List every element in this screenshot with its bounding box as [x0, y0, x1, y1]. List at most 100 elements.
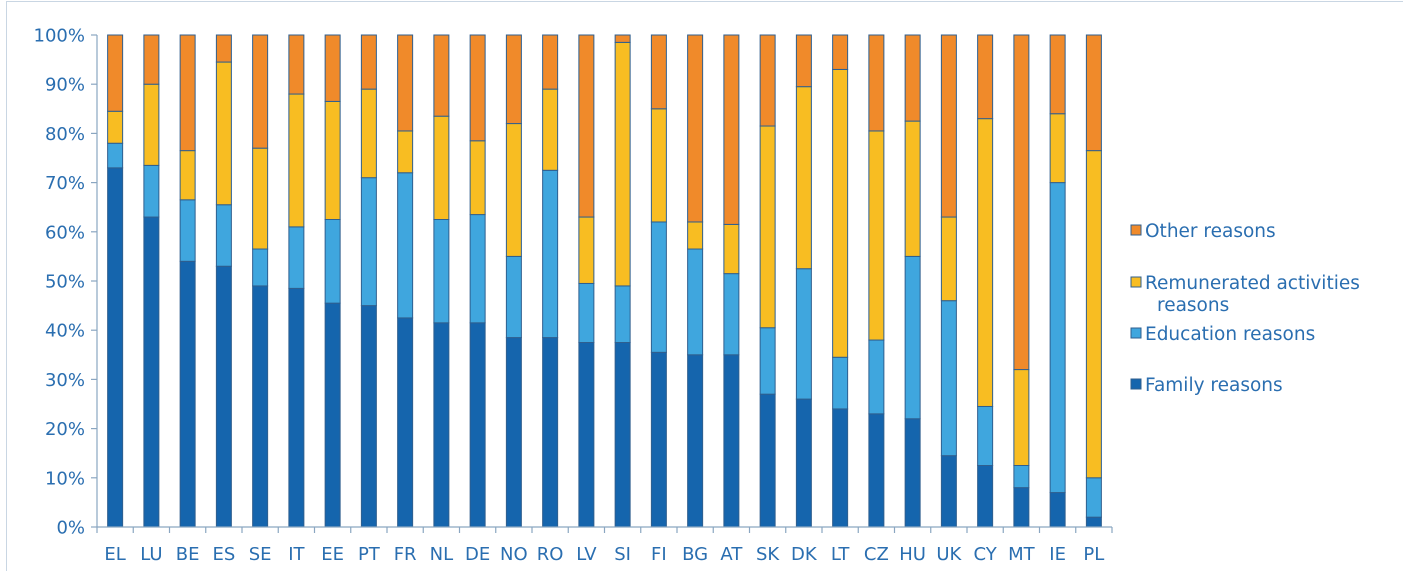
bar-segment-it-s0 [288, 287, 305, 528]
y-tick-label: 20% [45, 419, 85, 440]
y-tick-label: 70% [45, 173, 85, 194]
bar-segment-de-s1 [469, 214, 486, 324]
bar-segment-el-s2 [107, 110, 124, 144]
x-category-label: EL [104, 544, 125, 565]
bar-segment-ie-s3 [1049, 34, 1066, 115]
bar-segment-fr-s2 [397, 130, 414, 174]
bar-segment-bg-s2 [687, 221, 704, 250]
bar-segment-nl-s2 [433, 115, 450, 220]
bar-segment-cz-s0 [868, 413, 885, 528]
bar-segment-el-s1 [107, 142, 124, 169]
bar-segment-fi-s0 [650, 351, 667, 528]
legend-label: Remunerated activities [1145, 273, 1360, 294]
legend-label: reasons [1157, 295, 1229, 316]
bar-segment-uk-s2 [940, 216, 957, 302]
bar-segment-dk-s3 [795, 34, 812, 88]
bar-segment-de-s0 [469, 322, 486, 528]
bar-segment-de-s2 [469, 140, 486, 216]
legend-swatch [1130, 327, 1142, 339]
bar-segment-lt-s2 [832, 68, 849, 358]
y-tick-label: 30% [45, 370, 85, 391]
x-category-label: RO [537, 544, 564, 565]
bar-segment-no-s1 [505, 255, 522, 339]
bar-segment-mt-s0 [1013, 487, 1030, 528]
x-category-label: CY [974, 544, 998, 565]
bar-segment-ie-s0 [1049, 492, 1066, 528]
x-category-label: HU [899, 544, 926, 565]
x-category-label: AT [720, 544, 743, 565]
x-category-label: BE [176, 544, 200, 565]
bar-segment-sk-s2 [759, 125, 776, 329]
bar-segment-no-s0 [505, 337, 522, 528]
bar-segment-be-s1 [179, 199, 196, 262]
x-category-label: LV [576, 544, 597, 565]
bar-segment-pl-s0 [1085, 516, 1102, 528]
bar-segment-ee-s0 [324, 302, 341, 528]
bar-segment-se-s3 [252, 34, 269, 149]
x-category-label: SE [249, 544, 272, 565]
bar-segment-el-s3 [107, 34, 124, 112]
bar-segment-at-s2 [723, 223, 740, 275]
bar-segment-fi-s3 [650, 34, 667, 110]
bar-segment-cz-s1 [868, 339, 885, 415]
bar-segment-hu-s2 [904, 120, 921, 257]
bar-segment-cy-s2 [977, 118, 994, 407]
bar-segment-pt-s2 [360, 88, 377, 179]
bar-segment-at-s3 [723, 34, 740, 225]
legend-swatch [1130, 378, 1142, 390]
legend-label: Family reasons [1145, 375, 1283, 396]
bar-segment-es-s1 [215, 204, 232, 267]
bar-segment-hu-s3 [904, 34, 921, 122]
y-tick-label: 90% [45, 75, 85, 96]
bar-segment-fi-s2 [650, 108, 667, 223]
bar-segment-it-s1 [288, 226, 305, 289]
x-category-label: PL [1083, 544, 1104, 565]
legend-label: Education reasons [1145, 324, 1315, 345]
bar-segment-se-s0 [252, 285, 269, 528]
x-category-label: LT [831, 544, 851, 565]
x-category-label: NL [430, 544, 454, 565]
x-category-label: NO [500, 544, 528, 565]
bar-segment-el-s0 [107, 167, 124, 528]
bar-segment-lu-s3 [143, 34, 160, 85]
bar-segment-ro-s0 [542, 337, 559, 528]
bar-segment-dk-s0 [795, 398, 812, 528]
bar-segment-it-s2 [288, 93, 305, 228]
bar-segment-lv-s2 [578, 216, 595, 284]
legend-swatch [1130, 276, 1142, 288]
y-tick-label: 60% [45, 222, 85, 243]
bar-segment-lt-s1 [832, 356, 849, 410]
bar-segment-ee-s2 [324, 100, 341, 220]
bar-segment-be-s0 [179, 260, 196, 528]
bar-segment-bg-s0 [687, 354, 704, 528]
y-tick-label: 80% [45, 124, 85, 145]
bar-segment-ie-s1 [1049, 182, 1066, 494]
bar-segment-pt-s0 [360, 305, 377, 528]
bar-segment-lv-s3 [578, 34, 595, 218]
x-category-label: SK [756, 544, 780, 565]
x-category-label: ES [212, 544, 235, 565]
bar-segment-fi-s1 [650, 221, 667, 353]
bar-segment-si-s2 [614, 41, 631, 287]
bar-segment-pt-s1 [360, 177, 377, 307]
x-category-label: LU [140, 544, 162, 565]
axes-layer: 0% 10% 20% 30% 40% 50% 60% 70% 80% 90% 100% EL LU BE E… [34, 26, 1113, 565]
bar-segment-sk-s0 [759, 393, 776, 528]
bar-segment-si-s3 [614, 34, 631, 43]
x-category-label: FR [394, 544, 417, 565]
y-tick-label: 100% [34, 26, 85, 47]
x-category-label: EE [321, 544, 344, 565]
bar-segment-cy-s0 [977, 465, 994, 528]
bar-segment-uk-s1 [940, 300, 957, 457]
bar-segment-nl-s0 [433, 322, 450, 528]
legend: Other reasons Remunerated activitiesreaso… [1130, 221, 1360, 396]
bar-segment-sk-s1 [759, 327, 776, 395]
bar-segment-de-s3 [469, 34, 486, 142]
x-category-label: DE [465, 544, 490, 565]
bar-segment-fr-s3 [397, 34, 414, 132]
bar-segment-pl-s2 [1085, 150, 1102, 479]
bar-segment-ee-s3 [324, 34, 341, 102]
bar-segment-ro-s3 [542, 34, 559, 90]
x-category-label: MT [1008, 544, 1036, 565]
bar-segment-lv-s1 [578, 282, 595, 343]
